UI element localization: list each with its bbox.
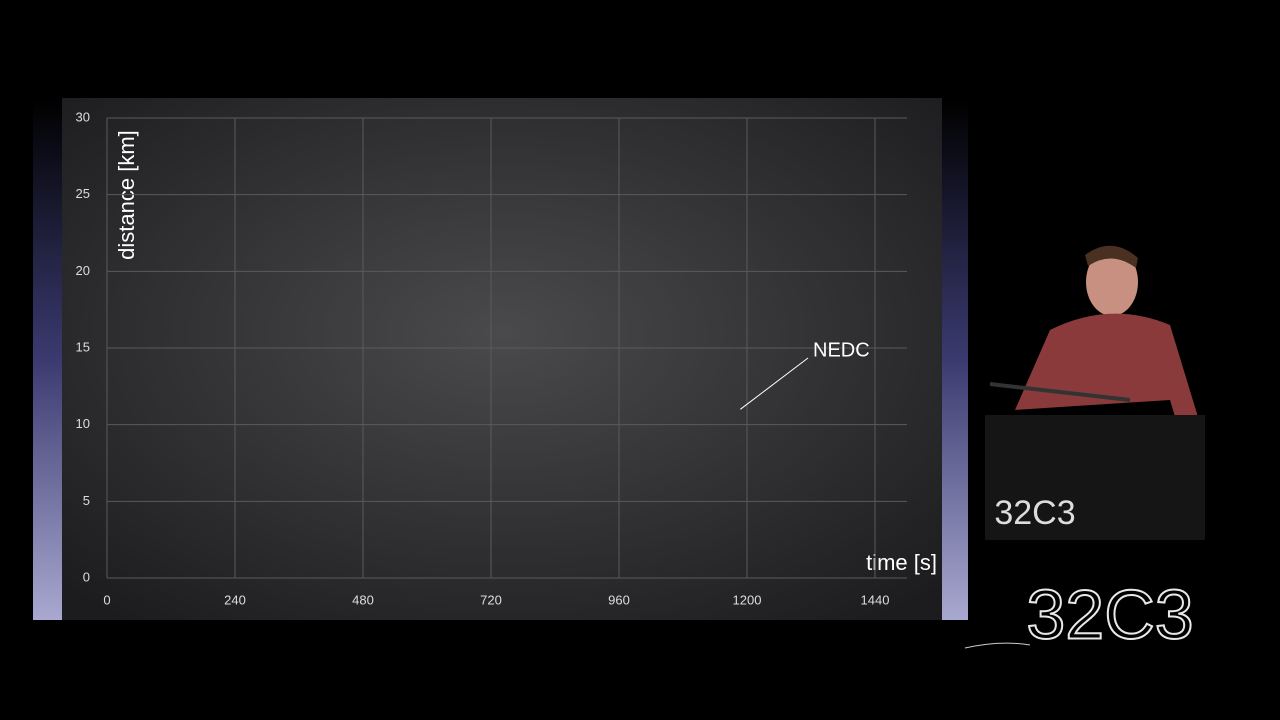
x-tick-label: 240	[224, 592, 246, 607]
x-tick-label: 0	[103, 592, 110, 607]
microphone	[989, 382, 1131, 402]
podium-logo: 32C3	[994, 494, 1075, 532]
y-tick-label: 30	[76, 109, 90, 124]
x-tick-label: 720	[480, 592, 502, 607]
y-tick-label: 0	[83, 569, 90, 584]
x-tick-label: 480	[352, 592, 374, 607]
y-tick-label: 25	[76, 186, 90, 201]
stream-logo: 32C3	[1026, 575, 1193, 653]
podium	[985, 415, 1205, 540]
y-tick-label: 5	[83, 493, 90, 508]
x-axis-label: time [s]	[866, 550, 937, 575]
speaker	[985, 245, 1205, 540]
y-tick-label: 20	[76, 263, 90, 278]
torso	[1015, 313, 1205, 450]
annotation-pointer	[740, 357, 809, 410]
head	[1086, 248, 1138, 316]
x-tick-label: 1200	[733, 592, 762, 607]
logo-swirl	[964, 642, 1031, 649]
y-tick-label: 15	[76, 339, 90, 354]
hair	[1085, 245, 1138, 268]
slide	[62, 98, 942, 620]
y-tick-label: 10	[76, 416, 90, 431]
x-tick-label: 960	[608, 592, 630, 607]
annotation: NEDC	[813, 339, 870, 361]
x-tick-label: 1440	[861, 592, 890, 607]
